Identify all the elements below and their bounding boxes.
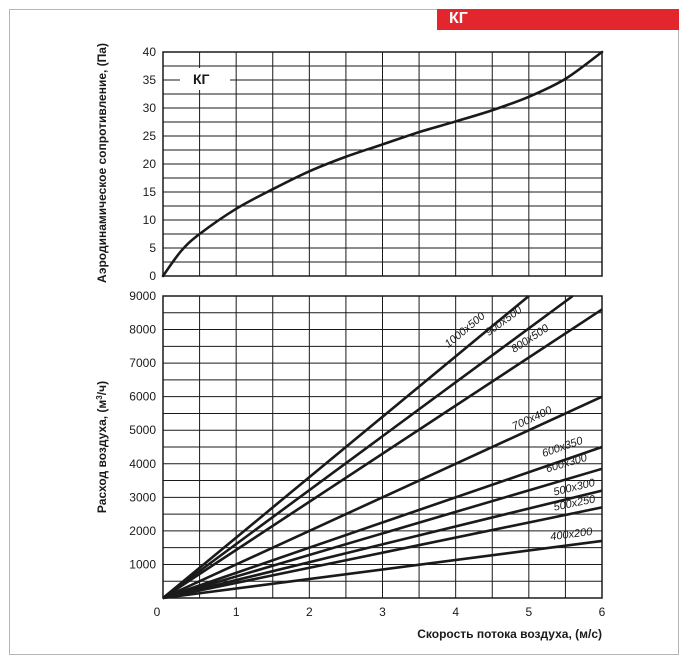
flow-line-600x350 (162, 445, 603, 600)
inset-label-box (180, 68, 230, 90)
x-tick-label: 5 (525, 605, 532, 619)
flow-line-1000x500 (162, 294, 530, 600)
top-plot-border (162, 51, 603, 277)
top-y-axis-label: Аэродинамическое сопротивление, (Па) (95, 43, 109, 283)
flow-line-600x300 (162, 467, 603, 600)
bottom-y-tick-label: 6000 (129, 390, 156, 404)
bottom-y-tick-label: 3000 (129, 490, 156, 504)
inset-label: КГ (193, 71, 210, 87)
bottom-y-tick-label: 9000 (129, 289, 156, 303)
flow-line-800x500 (162, 308, 603, 600)
resistance-curve (161, 50, 604, 278)
bottom-chart-ticks: 1000 2000 3000 4000 5000 6000 7000 8000 9000 0 1 2 3… (129, 289, 605, 619)
top-y-tick-label: 35 (143, 73, 157, 87)
flow-line-900x500 (162, 294, 574, 600)
x-tick-label: 3 (379, 605, 386, 619)
bottom-y-tick-label: 1000 (129, 557, 156, 571)
flow-line-700x400 (162, 395, 603, 600)
x-tick-label: 6 (599, 605, 606, 619)
bottom-y-tick-label: 4000 (129, 457, 156, 471)
bottom-y-tick-label: 7000 (129, 356, 156, 370)
top-chart-ticks: 0 5 10 15 20 25 30 35 40 (143, 45, 157, 283)
top-y-tick-label: 15 (143, 185, 157, 199)
x-tick-label: 2 (306, 605, 313, 619)
x-axis-label: Скорость потока воздуха, (м/с) (417, 627, 602, 641)
bottom-y-tick-label: 8000 (129, 323, 156, 337)
top-y-tick-label: 30 (143, 101, 157, 115)
flow-line-label: 900x500 (483, 303, 525, 338)
top-y-tick-label: 0 (149, 269, 156, 283)
top-y-tick-label: 40 (143, 45, 157, 59)
bottom-y-axis-label-suffix: /ч) (95, 381, 109, 395)
flow-line-label: 400x200 (550, 526, 594, 543)
bottom-y-tick-label: 2000 (129, 524, 156, 538)
product-tag: КГ (437, 9, 679, 30)
top-chart-grid (162, 51, 603, 277)
top-y-tick-label: 5 (149, 241, 156, 255)
top-y-tick-label: 20 (143, 157, 157, 171)
flow-line-500x250 (162, 506, 603, 600)
bottom-y-axis-label-sup: 3 (95, 395, 104, 400)
bottom-y-axis-label-prefix: Расход воздуха, (м (95, 400, 109, 513)
x-tick-label: 0 (154, 605, 161, 619)
figure-frame (9, 9, 679, 655)
x-tick-label: 4 (452, 605, 459, 619)
top-chart-series (161, 50, 604, 278)
bottom-y-tick-label: 5000 (129, 423, 156, 437)
product-tag-label: КГ (449, 10, 468, 27)
top-y-tick-label: 10 (143, 213, 157, 227)
flow-line-400x200 (162, 539, 603, 600)
bottom-y-axis-label: Расход воздуха, (м3/ч) (95, 381, 109, 513)
flow-line-500x300 (162, 489, 603, 600)
x-tick-label: 1 (233, 605, 240, 619)
top-y-tick-label: 25 (143, 129, 157, 143)
